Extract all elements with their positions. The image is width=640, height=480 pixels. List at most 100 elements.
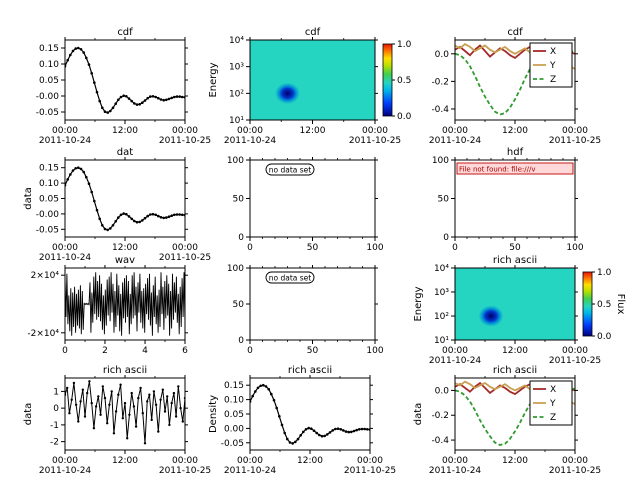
x-tick-label: 50 bbox=[509, 243, 521, 253]
x-tick-label: 12:00 bbox=[297, 456, 323, 466]
series-Density bbox=[250, 384, 370, 445]
legend: XYZ bbox=[529, 380, 573, 426]
x-tick-label: 00:00 bbox=[172, 456, 198, 466]
series-markers bbox=[65, 380, 185, 445]
y-tick-label: -0.2 bbox=[431, 77, 449, 87]
y-tick-label: 50 bbox=[233, 195, 245, 205]
x-tick-label: 00:00 bbox=[442, 456, 468, 466]
y-tick-label: 0.15 bbox=[39, 44, 59, 54]
plot-empty-1: 0 50 100 100 50 0 no data set bbox=[227, 156, 384, 253]
series-data bbox=[65, 167, 185, 231]
x-tick-label: 00:00 bbox=[52, 126, 78, 136]
series-markers bbox=[65, 46, 185, 114]
x-tick-label: 12:00 bbox=[112, 456, 138, 466]
plot-area[interactable] bbox=[65, 40, 185, 120]
y-tick-label: -2×10⁴ bbox=[27, 329, 59, 339]
x-axis-date-label: 2011-10-24 bbox=[39, 253, 92, 263]
x-tick-label: 4 bbox=[142, 346, 148, 356]
x-axis-date-label: 2011-10-24 bbox=[429, 136, 482, 146]
x-tick-label: 0 bbox=[247, 243, 253, 253]
legend-label: Z bbox=[550, 413, 556, 423]
x-tick-label: 100 bbox=[366, 346, 383, 356]
y-tick-label: 2×10⁴ bbox=[31, 271, 60, 281]
y-axis-label: data bbox=[23, 403, 34, 426]
series-group bbox=[250, 383, 370, 445]
y-axis-label: Density bbox=[208, 395, 219, 433]
x-tick-label: 100 bbox=[366, 243, 383, 253]
series-group bbox=[65, 380, 185, 445]
plot-area[interactable] bbox=[65, 160, 185, 237]
x-axis-date-label: 2011-10-24 bbox=[39, 136, 92, 146]
y-tick-label: 100 bbox=[432, 156, 449, 166]
x-axis-date-label: 2011-10-25 bbox=[349, 136, 401, 146]
x-tick-label: 00:00 bbox=[237, 456, 263, 466]
y-tick-label: -0.05 bbox=[36, 108, 59, 118]
y-tick-label: -0.00 bbox=[36, 92, 60, 102]
x-tick-label: 00:00 bbox=[562, 456, 588, 466]
plot-title: hdf bbox=[507, 147, 524, 158]
plot-area[interactable] bbox=[250, 378, 370, 450]
y-tick-label: 50 bbox=[233, 300, 245, 310]
x-tick-label: 0 bbox=[62, 346, 68, 356]
spectrogram-background bbox=[250, 40, 375, 120]
x-tick-label: 100 bbox=[566, 243, 583, 253]
colorbar[interactable] bbox=[582, 271, 593, 337]
y-tick-label: 0.15 bbox=[224, 381, 244, 391]
plot-title: dat bbox=[117, 147, 133, 158]
axis-ticks: 0 50 100 100 50 0 bbox=[432, 156, 584, 253]
spectrogram-background bbox=[455, 268, 575, 340]
y-tick-label: 0.0 bbox=[435, 50, 450, 60]
y-tick-label: 0.00 bbox=[224, 424, 244, 434]
x-tick-label: 00:00 bbox=[237, 126, 263, 136]
colorbar-axis-label: Flux bbox=[615, 294, 626, 315]
no-data-box bbox=[265, 163, 315, 176]
x-tick-label: 2 bbox=[102, 346, 108, 356]
error-message: File not found: file:///v bbox=[459, 165, 536, 173]
spectrogram-layer bbox=[250, 40, 375, 120]
y-tick-label: 10² bbox=[229, 89, 244, 99]
y-tick-label: -1 bbox=[50, 421, 59, 431]
x-tick-label: 0 bbox=[452, 243, 458, 253]
x-tick-label: 00:00 bbox=[52, 243, 78, 253]
y-tick-label: 0 bbox=[443, 233, 449, 243]
plot-title: rich ascii bbox=[103, 365, 147, 376]
plot-title: rich ascii bbox=[288, 365, 332, 376]
series-group bbox=[65, 272, 185, 336]
x-axis-date-label: 2011-10-25 bbox=[159, 253, 211, 263]
colorbar-tick-label: 0.0 bbox=[397, 112, 412, 122]
plot-title: cdf bbox=[305, 27, 321, 38]
plot-title: wav bbox=[115, 255, 135, 266]
x-tick-label: 6 bbox=[182, 346, 188, 356]
x-tick-label: 12:00 bbox=[502, 126, 528, 136]
x-tick-label: 50 bbox=[307, 243, 319, 253]
x-tick-label: 00:00 bbox=[172, 126, 198, 136]
x-axis-date-label: 2011-10-24 bbox=[224, 466, 277, 476]
plot-hdf-error: 0 50 100 100 50 0 hdf File not found: file:///v bbox=[432, 147, 584, 253]
x-axis-date-label: 2011-10-24 bbox=[224, 136, 277, 146]
x-tick-label: 00:00 bbox=[357, 456, 383, 466]
spectrogram-blob bbox=[273, 81, 302, 106]
y-tick-label: 0 bbox=[53, 404, 59, 414]
colorbar-tick-label: 0.5 bbox=[397, 76, 411, 86]
x-tick-label: 00:00 bbox=[442, 126, 468, 136]
plot-empty-2: 0 50 100 100 50 0 no data set bbox=[227, 264, 384, 356]
y-tick-label: -0.2 bbox=[431, 411, 449, 421]
y-tick-label: 0.0 bbox=[435, 386, 450, 396]
x-axis-date-label: 2011-10-25 bbox=[159, 136, 211, 146]
y-axis-label: data bbox=[23, 187, 34, 210]
legend-label: X bbox=[550, 47, 556, 57]
x-tick-label: 12:00 bbox=[502, 456, 528, 466]
x-axis-date-label: 2011-10-25 bbox=[549, 136, 601, 146]
y-tick-label: 50 bbox=[438, 195, 450, 205]
x-tick-label: 00:00 bbox=[362, 126, 388, 136]
colorbar[interactable] bbox=[382, 43, 393, 117]
y-tick-label: 10³ bbox=[434, 288, 449, 298]
y-tick-label: -0.4 bbox=[431, 436, 449, 446]
